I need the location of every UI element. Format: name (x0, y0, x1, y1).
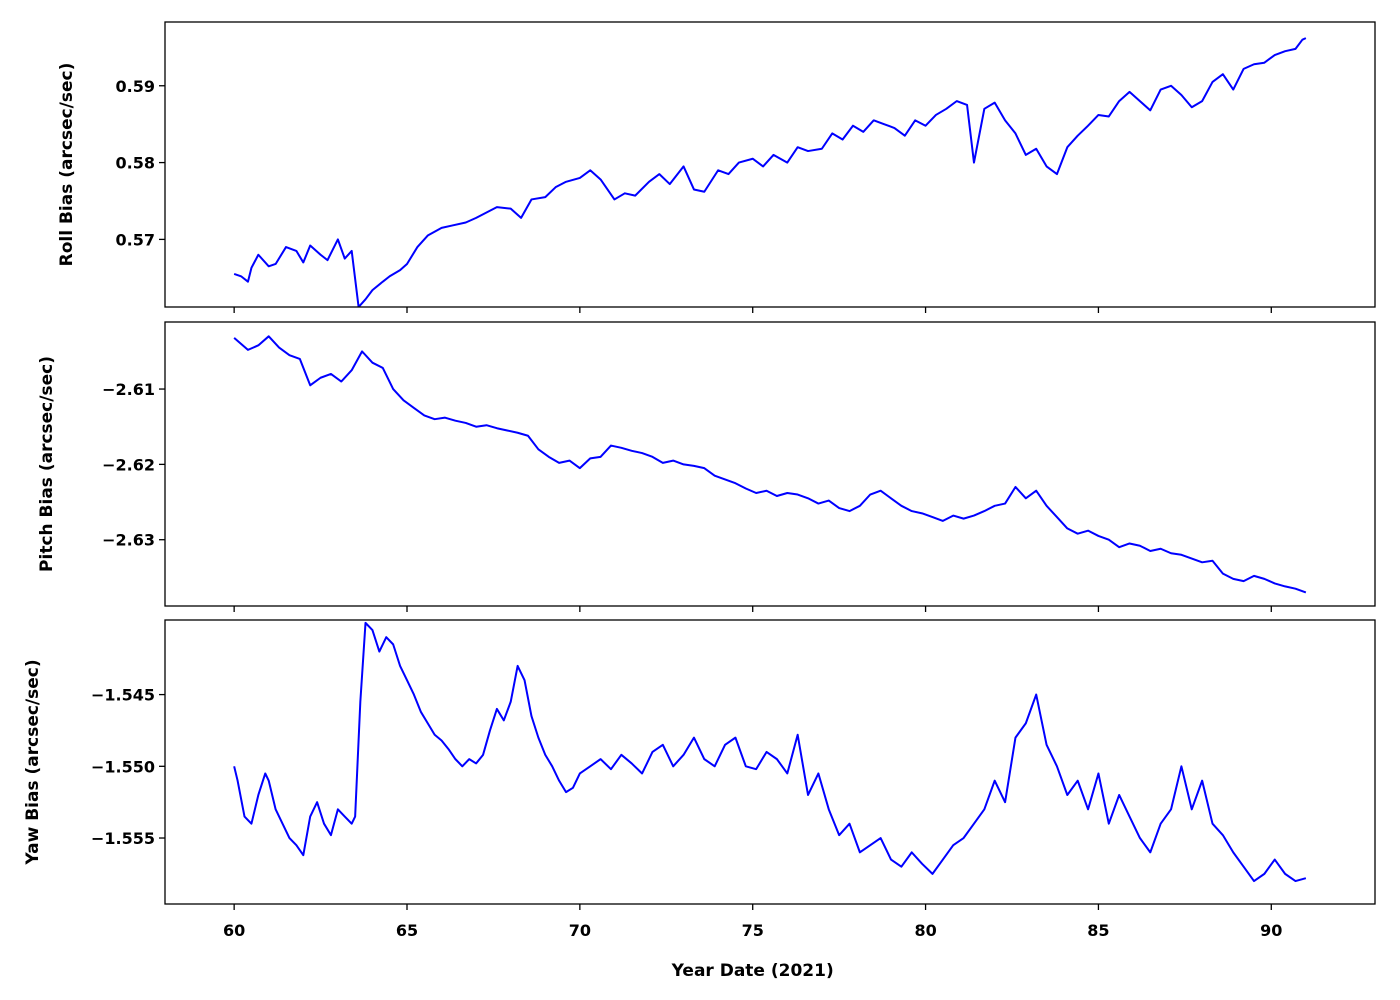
panel-2-ytick-label: −2.62 (102, 455, 155, 474)
panel-3: −1.545 −1.550 −1.555 60 65 70 75 80 85 90 Yaw Bias… (23, 619, 1376, 981)
panel-1: 0.57 0.58 0.59 Roll Bias (arcsec/sec) (57, 21, 1376, 313)
panel-2-ytick-label: −2.61 (102, 380, 155, 399)
panel-3-xtick-label: 65 (396, 921, 418, 940)
panel-3-series-line (233, 621, 1307, 883)
panel-1-ytick-label: 0.57 (116, 230, 155, 249)
panel-3-xtick-label: 60 (223, 921, 245, 940)
panel-1-ylabel: Roll Bias (arcsec/sec) (57, 63, 77, 267)
panel-3-frame (164, 619, 1376, 905)
panel-1-series-line (233, 37, 1307, 307)
panel-3-xtick-label: 70 (569, 921, 591, 940)
panel-2-ylabel: Pitch Bias (arcsec/sec) (37, 356, 57, 572)
panel-3-xtick-label: 85 (1087, 921, 1109, 940)
panel-3-ytick-label: −1.550 (91, 757, 155, 776)
panel-3-xtick-label: 75 (742, 921, 764, 940)
panel-1-ytick-label: 0.59 (116, 77, 155, 96)
panel-2-series-line (233, 335, 1307, 594)
panel-2: −2.61 −2.62 −2.63 Pitch Bias (arcsec/sec) (37, 321, 1376, 612)
panel-3-xtick-label: 80 (914, 921, 936, 940)
x-axis-label: Year Date (2021) (671, 961, 834, 981)
panel-3-xtick-label: 90 (1260, 921, 1282, 940)
panel-2-frame (164, 321, 1376, 607)
panel-1-frame (164, 21, 1376, 308)
panel-3-ylabel: Yaw Bias (arcsec/sec) (23, 659, 43, 865)
panel-1-ytick-label: 0.58 (116, 154, 155, 173)
panel-2-ytick-label: −2.63 (102, 531, 155, 550)
panel-3-ytick-label: −1.555 (91, 829, 155, 848)
panel-3-ytick-label: −1.545 (91, 686, 155, 705)
